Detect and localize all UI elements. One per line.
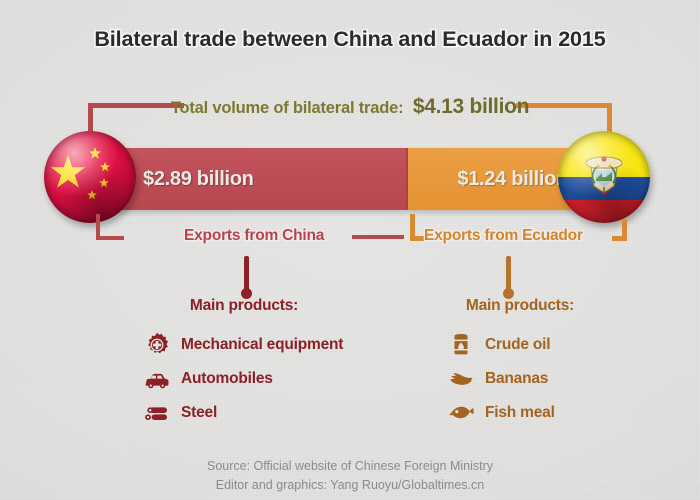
connector-dot bbox=[241, 288, 252, 299]
china-export-value: $2.89 billion bbox=[143, 167, 254, 190]
total-bracket-left-stem bbox=[88, 103, 93, 141]
total-volume-label: Total volume of bilateral trade: bbox=[170, 99, 404, 117]
exports-china-bracket-arm bbox=[352, 235, 404, 239]
steel-pipes-icon bbox=[145, 407, 167, 420]
exports-china-bracket-foot bbox=[96, 236, 124, 240]
ecuador-products-column: Main products: Crude oil bbox=[412, 297, 638, 430]
exports-ecuador-bracket-stem-right bbox=[622, 219, 627, 241]
exports-from-china-label: Exports from China bbox=[183, 226, 326, 246]
list-item-label: Steel bbox=[181, 404, 218, 421]
page-title: Bilateral trade between China and Ecuado… bbox=[93, 25, 608, 52]
credits-line: Editor and graphics: Yang Ruoyu/Globalti… bbox=[215, 478, 485, 493]
exports-china-bracket-stem bbox=[96, 214, 100, 240]
total-bracket-left-arm bbox=[88, 103, 184, 108]
bar-segment-china: $2.89 billion bbox=[113, 148, 408, 210]
exports-ecuador-bracket-stem-left bbox=[410, 214, 415, 241]
list-item-label: Automobiles bbox=[181, 370, 273, 387]
ecuador-flag-globe bbox=[558, 131, 650, 223]
list-item-label: Fish meal bbox=[485, 404, 555, 421]
fish-icon bbox=[449, 406, 474, 419]
exports-ecuador-bracket-foot-left bbox=[410, 236, 424, 241]
exports-ecuador-bracket-foot-right bbox=[612, 236, 627, 241]
list-item: Crude oil bbox=[412, 328, 638, 362]
ecuador-export-value: $1.24 billion bbox=[457, 167, 568, 190]
china-products-heading: Main products: bbox=[189, 297, 299, 314]
list-item: Automobiles bbox=[130, 362, 392, 396]
total-bracket-right-arm bbox=[516, 103, 612, 108]
china-flag-globe bbox=[44, 131, 136, 223]
china-flag-icon bbox=[44, 131, 136, 223]
list-item: Fish meal bbox=[412, 396, 638, 430]
total-bracket-right-stem bbox=[607, 103, 612, 141]
connector-stem bbox=[506, 256, 511, 292]
total-volume-value: $4.13 billion bbox=[412, 95, 530, 118]
list-item-label: Crude oil bbox=[485, 336, 551, 353]
source-line: Source: Official website of Chinese Fore… bbox=[207, 459, 493, 473]
list-item: Mechanical equipment bbox=[130, 328, 392, 362]
list-item-label: Mechanical equipment bbox=[181, 336, 344, 353]
oil-barrel-icon bbox=[454, 334, 468, 355]
connector-stem bbox=[244, 256, 249, 292]
list-item: Bananas bbox=[412, 362, 638, 396]
list-item-label: Bananas bbox=[485, 370, 549, 387]
car-icon bbox=[145, 373, 169, 389]
source-credits: Source: Official website of Chinese Fore… bbox=[0, 457, 700, 496]
connector-dot bbox=[503, 288, 514, 299]
bananas-icon bbox=[450, 373, 473, 385]
list-item: Steel bbox=[130, 396, 392, 430]
gear-icon bbox=[148, 332, 169, 354]
total-volume-callout: Total volume of bilateral trade: $4.13 b… bbox=[0, 95, 700, 119]
trade-volume-bar: $2.89 billion $1.24 billion bbox=[113, 148, 590, 210]
ecuador-products-heading: Main products: bbox=[465, 297, 575, 314]
ecuador-flag-icon bbox=[558, 131, 650, 223]
exports-from-ecuador-label: Exports from Ecuador bbox=[423, 226, 585, 246]
china-products-column: Main products: Mechanical equipment bbox=[130, 297, 392, 430]
